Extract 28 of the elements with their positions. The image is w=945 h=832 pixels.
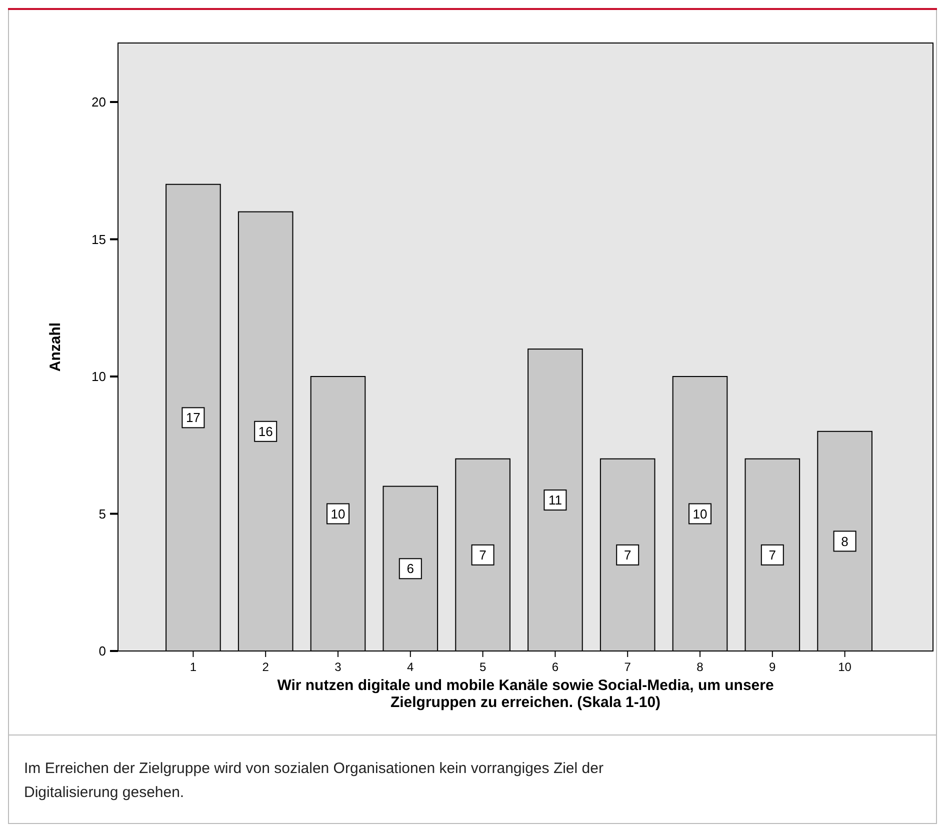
data-label: 7 <box>479 547 486 562</box>
y-tick-label: 0 <box>98 644 106 659</box>
x-tick-label: 3 <box>334 660 342 674</box>
x-tick-label: 4 <box>407 660 414 674</box>
data-label: 17 <box>186 410 200 426</box>
y-tick-label: 15 <box>92 232 106 247</box>
data-label: 10 <box>692 506 708 522</box>
y-tick-label: 5 <box>98 506 106 522</box>
x-tick-label: 7 <box>624 660 632 674</box>
x-tick-label: 8 <box>696 660 704 674</box>
data-label: 10 <box>330 506 346 522</box>
y-tick-label: 10 <box>92 369 106 384</box>
x-axis-title: Wir nutzen digitale und mobile Kanäle sowie Social-Media, um unsere Zielgruppen zu erreichen. (Skala 1-10) <box>277 677 774 711</box>
x-tick-label: 6 <box>552 660 559 674</box>
y-axis-title: Anzahl <box>47 322 64 372</box>
data-label: 7 <box>624 547 632 562</box>
x-tick-label: 1 <box>190 660 197 674</box>
y-tick-label: 20 <box>92 94 106 110</box>
data-label: 16 <box>258 424 273 439</box>
data-label: 6 <box>406 561 414 576</box>
x-tick-label: 2 <box>262 660 270 674</box>
x-tick-label: 10 <box>838 660 852 674</box>
data-label: 8 <box>841 534 848 549</box>
data-label: 11 <box>548 492 562 508</box>
data-label: 7 <box>768 547 776 562</box>
x-tick-label: 5 <box>479 660 486 674</box>
text: Im Erreichen der Zielgruppe wird von sozialen Organisationen kein vorrangiges Ziel der Digitalisierung gesehen. <box>24 760 604 801</box>
x-tick-label: 9 <box>769 660 776 674</box>
